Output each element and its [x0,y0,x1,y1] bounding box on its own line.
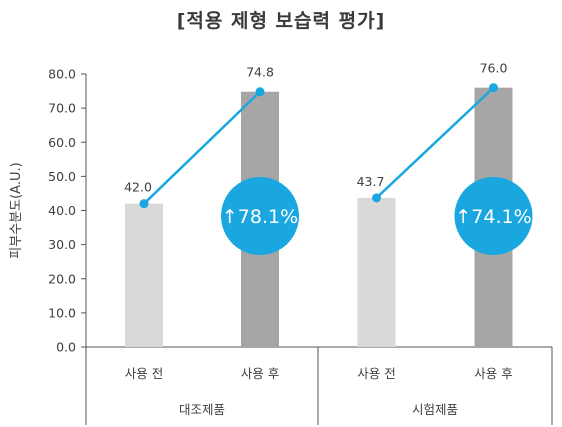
group-label: 시험제품 [412,402,458,417]
data-value-label: 42.0 [124,180,152,195]
y-tick-label: 30.0 [48,237,76,252]
y-axis-label: 피부수분도(A.U.) [9,162,24,258]
y-tick-label: 40.0 [48,203,76,218]
bar-before-g1 [125,203,163,347]
y-tick-label: 50.0 [48,169,76,184]
y-tick-label: 0.0 [56,340,76,355]
data-point [489,83,498,93]
x-category-label: 사용 후 [241,366,279,381]
data-point [255,87,265,97]
increase-badge [454,177,533,255]
y-tick-label: 60.0 [48,135,76,150]
x-category-label: 사용 전 [357,366,395,381]
increase-badge [221,177,299,255]
increase-label: ↑78.1% [222,206,298,228]
chart-title: [적용 제형 보습력 평가] [176,10,386,32]
increase-label: ↑74.1% [455,206,531,228]
trend-line [143,90,261,205]
y-tick-label: 20.0 [48,271,76,286]
x-category-label: 사용 후 [474,366,512,381]
data-value-label: 74.8 [246,65,274,80]
group-label: 대조제품 [179,402,225,417]
bar-before-g2 [357,197,396,347]
data-value-label: 76.0 [480,61,508,76]
data-point [139,199,149,209]
trend-line [375,86,495,199]
data-point [372,193,381,203]
y-tick-label: 70.0 [48,101,76,116]
y-tick-label: 80.0 [48,67,76,82]
x-category-label: 사용 전 [125,366,163,381]
data-value-label: 43.7 [357,174,385,189]
y-tick-label: 10.0 [48,305,76,320]
